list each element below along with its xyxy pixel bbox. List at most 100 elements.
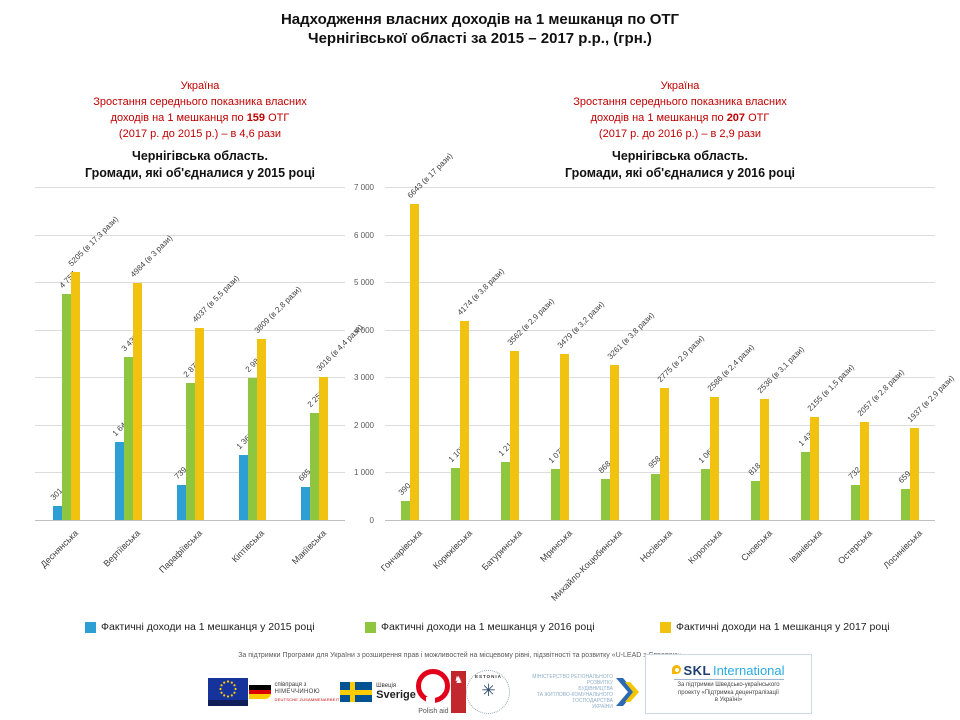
bar-label-2017-Мринська: 3479 (в 3,2 рази): [555, 299, 606, 350]
sweden-logo: Швеція Sverige: [340, 682, 416, 702]
bar-chart-2015-communities: 301 4 757 5205 (в 17,3 рази) Деснянська 1 64…: [35, 187, 365, 575]
x-axis-line: [35, 520, 345, 521]
gridline: [35, 187, 345, 188]
note-left-line4: (2017 р. до 2015 р.) – в 4,6 рази: [118, 128, 282, 140]
ministry-text: МІНІСТЕРСТВО РЕГІОНАЛЬНОГО РОЗВИТКУ БУДІ…: [532, 674, 613, 710]
bar-label-2017-Вертіївська: 4984 (в 3 рази): [128, 233, 175, 279]
estonia-snowflake-icon: ✳: [481, 681, 496, 700]
germany-flag-icon: [248, 685, 271, 699]
bar-label-2017-Кіптівська: 3809 (в 2,8 рази): [252, 284, 303, 335]
bar-label-2017-Лосинівська: 1937 (в 2,9 рази): [905, 373, 956, 424]
support-program-text: За підтримки Програми для України з розш…: [238, 652, 682, 659]
category-label-Сновська: Сновська: [739, 528, 775, 564]
skl-international-box: SKL International За підтримки Шведсько-…: [645, 654, 812, 714]
category-label-Деснянська: Деснянська: [38, 528, 81, 570]
skl-logo-icon: [672, 665, 682, 675]
category-label-Парафіївська: Парафіївська: [157, 528, 205, 575]
legend-swatch-2015: [85, 621, 96, 633]
bar-2017-Гончарівська: [410, 204, 419, 520]
bar-2017-Коропська: [710, 397, 719, 520]
bar-2015-Кіптівська: [239, 455, 248, 520]
category-label-Коропська: Коропська: [686, 528, 725, 566]
bar-2016-Парафіївська: [186, 383, 195, 520]
polish-aid-logo: Polish aid: [416, 669, 451, 715]
bar-2016-Михайло-Коцюбинська: [601, 479, 610, 520]
category-label-Вертіївська: Вертіївська: [101, 528, 143, 569]
bar-2016-Носівська: [651, 474, 660, 520]
estonia-logo: ESTONIA ✳: [466, 670, 511, 714]
gridline: [35, 282, 345, 284]
gridline: [385, 377, 935, 379]
bar-2015-Парафіївська: [177, 485, 186, 520]
bar-2017-Лосинівська: [910, 428, 919, 520]
bar-label-2017-Сновська: 2536 (в 3,1 рази): [755, 344, 806, 395]
bar-2016-Сновська: [751, 481, 760, 520]
note-right-line4: (2017 р. до 2016 р.) – в 2,9 рази: [598, 128, 762, 140]
german-coop-line1: співпраця з: [274, 681, 307, 688]
bar-2016-Коропська: [701, 469, 710, 520]
chart-subtitle-left: Чернігівська область. Громади, які об'єд…: [85, 149, 315, 180]
gridline: [385, 282, 935, 284]
sweden-label-uk: Швеція: [376, 683, 397, 689]
skl-tagline-rule: [673, 679, 784, 681]
category-label-Мринська: Мринська: [538, 528, 575, 564]
bar-label-2017-Іванівська: 2155 (в 1,5 рази): [805, 362, 856, 413]
chart-subtitle-right: Чернігівська область. Громади, які об'єд…: [565, 149, 795, 180]
german-coop-line3: DEUTSCHE ZUSAMMENARBEIT: [274, 696, 340, 702]
category-label-Носівська: Носівська: [637, 528, 675, 565]
ukraine-note-left: Україна Зростання середнього показника в…: [40, 78, 360, 142]
note-right-line3: доходів на 1 мешканця по 207 ОТГ: [590, 112, 770, 124]
bar-2016-Іванівська: [801, 452, 810, 520]
bar-2016-Вертіївська: [124, 357, 133, 520]
partner-logos: співпраця з НІМЕЧЧИНОЮ DEUTSCHE ZUSAMMEN…: [208, 668, 640, 716]
eu-flag-caption-strip: [208, 700, 248, 706]
bar-2017-Макіївська: [319, 377, 328, 520]
bar-chart-2016-communities: 390 6643 (в 17 рази) Гончарівська 1 103 4174…: [379, 151, 956, 603]
y-tick-label: 4 000: [353, 325, 374, 335]
y-tick-label: 2 000: [353, 420, 374, 430]
legend-label-2015: Фактичні доходи на 1 мешканця у 2015 роц…: [101, 621, 315, 633]
page-title-line2: Чернігівської області за 2015 – 2017 р.р…: [308, 30, 652, 47]
note-left-line2: Зростання середнього показника власних: [93, 96, 307, 108]
bar-2016-Корюківська: [451, 468, 460, 520]
sweden-flag-icon: [340, 682, 373, 702]
category-label-Кіптівська: Кіптівська: [229, 528, 267, 565]
bar-label-2017-Коропська: 2586 (в 2,4 рази): [705, 342, 756, 393]
skl-brand-name: SKL: [683, 663, 711, 679]
bar-2017-Остерська: [860, 422, 869, 520]
bar-2016-Батуринська: [501, 462, 510, 520]
bar-2017-Батуринська: [510, 351, 519, 520]
lithuania-emblem-icon: ♞: [450, 671, 466, 713]
gridline: [385, 187, 935, 188]
lithuania-banner-logo: ♞: [450, 671, 466, 713]
note-right-line1: Україна: [660, 80, 700, 92]
page-title-line1: Надходження власних доходів на 1 мешканц…: [280, 11, 680, 28]
bar-2017-Мринська: [560, 354, 569, 520]
bar-2017-Михайло-Коцюбинська: [610, 365, 619, 520]
legend-swatch-2017: [660, 621, 671, 633]
category-label-Корюківська: Корюківська: [430, 528, 475, 572]
y-tick-label: 1 000: [353, 468, 374, 478]
note-right-line2: Зростання середнього показника власних: [573, 96, 787, 108]
category-label-Гончарівська: Гончарівська: [378, 528, 425, 574]
skl-support-text: За підтримки Шведсько-українського проек…: [677, 682, 780, 704]
eu-flag-icon: [208, 678, 248, 700]
bar-2016-Остерська: [851, 485, 860, 520]
eu-flag-logo: [208, 678, 248, 706]
y-tick-label: 3 000: [353, 373, 374, 383]
estonia-label: ESTONIA: [475, 674, 502, 679]
bar-label-2017-Гончарівська: 6643 (в 17 рази): [405, 151, 455, 200]
bar-2016-Кіптівська: [248, 378, 257, 520]
bar-2017-Іванівська: [810, 417, 819, 520]
legend-item-2017: Фактичні доходи на 1 мешканця у 2017 роц…: [660, 621, 890, 633]
gridline: [35, 329, 345, 331]
bar-2016-Мринська: [551, 469, 560, 520]
estonia-badge-icon: ESTONIA ✳: [466, 670, 511, 714]
legend-label-2017: Фактичні доходи на 1 мешканця у 2017 роц…: [676, 621, 890, 633]
bar-2015-Деснянська: [53, 506, 62, 520]
ukraine-note-right: Україна Зростання середнього показника в…: [520, 78, 840, 142]
bar-2017-Деснянська: [71, 272, 80, 520]
note-left-line1: Україна: [180, 80, 220, 92]
bar-2017-Вертіївська: [133, 283, 142, 520]
